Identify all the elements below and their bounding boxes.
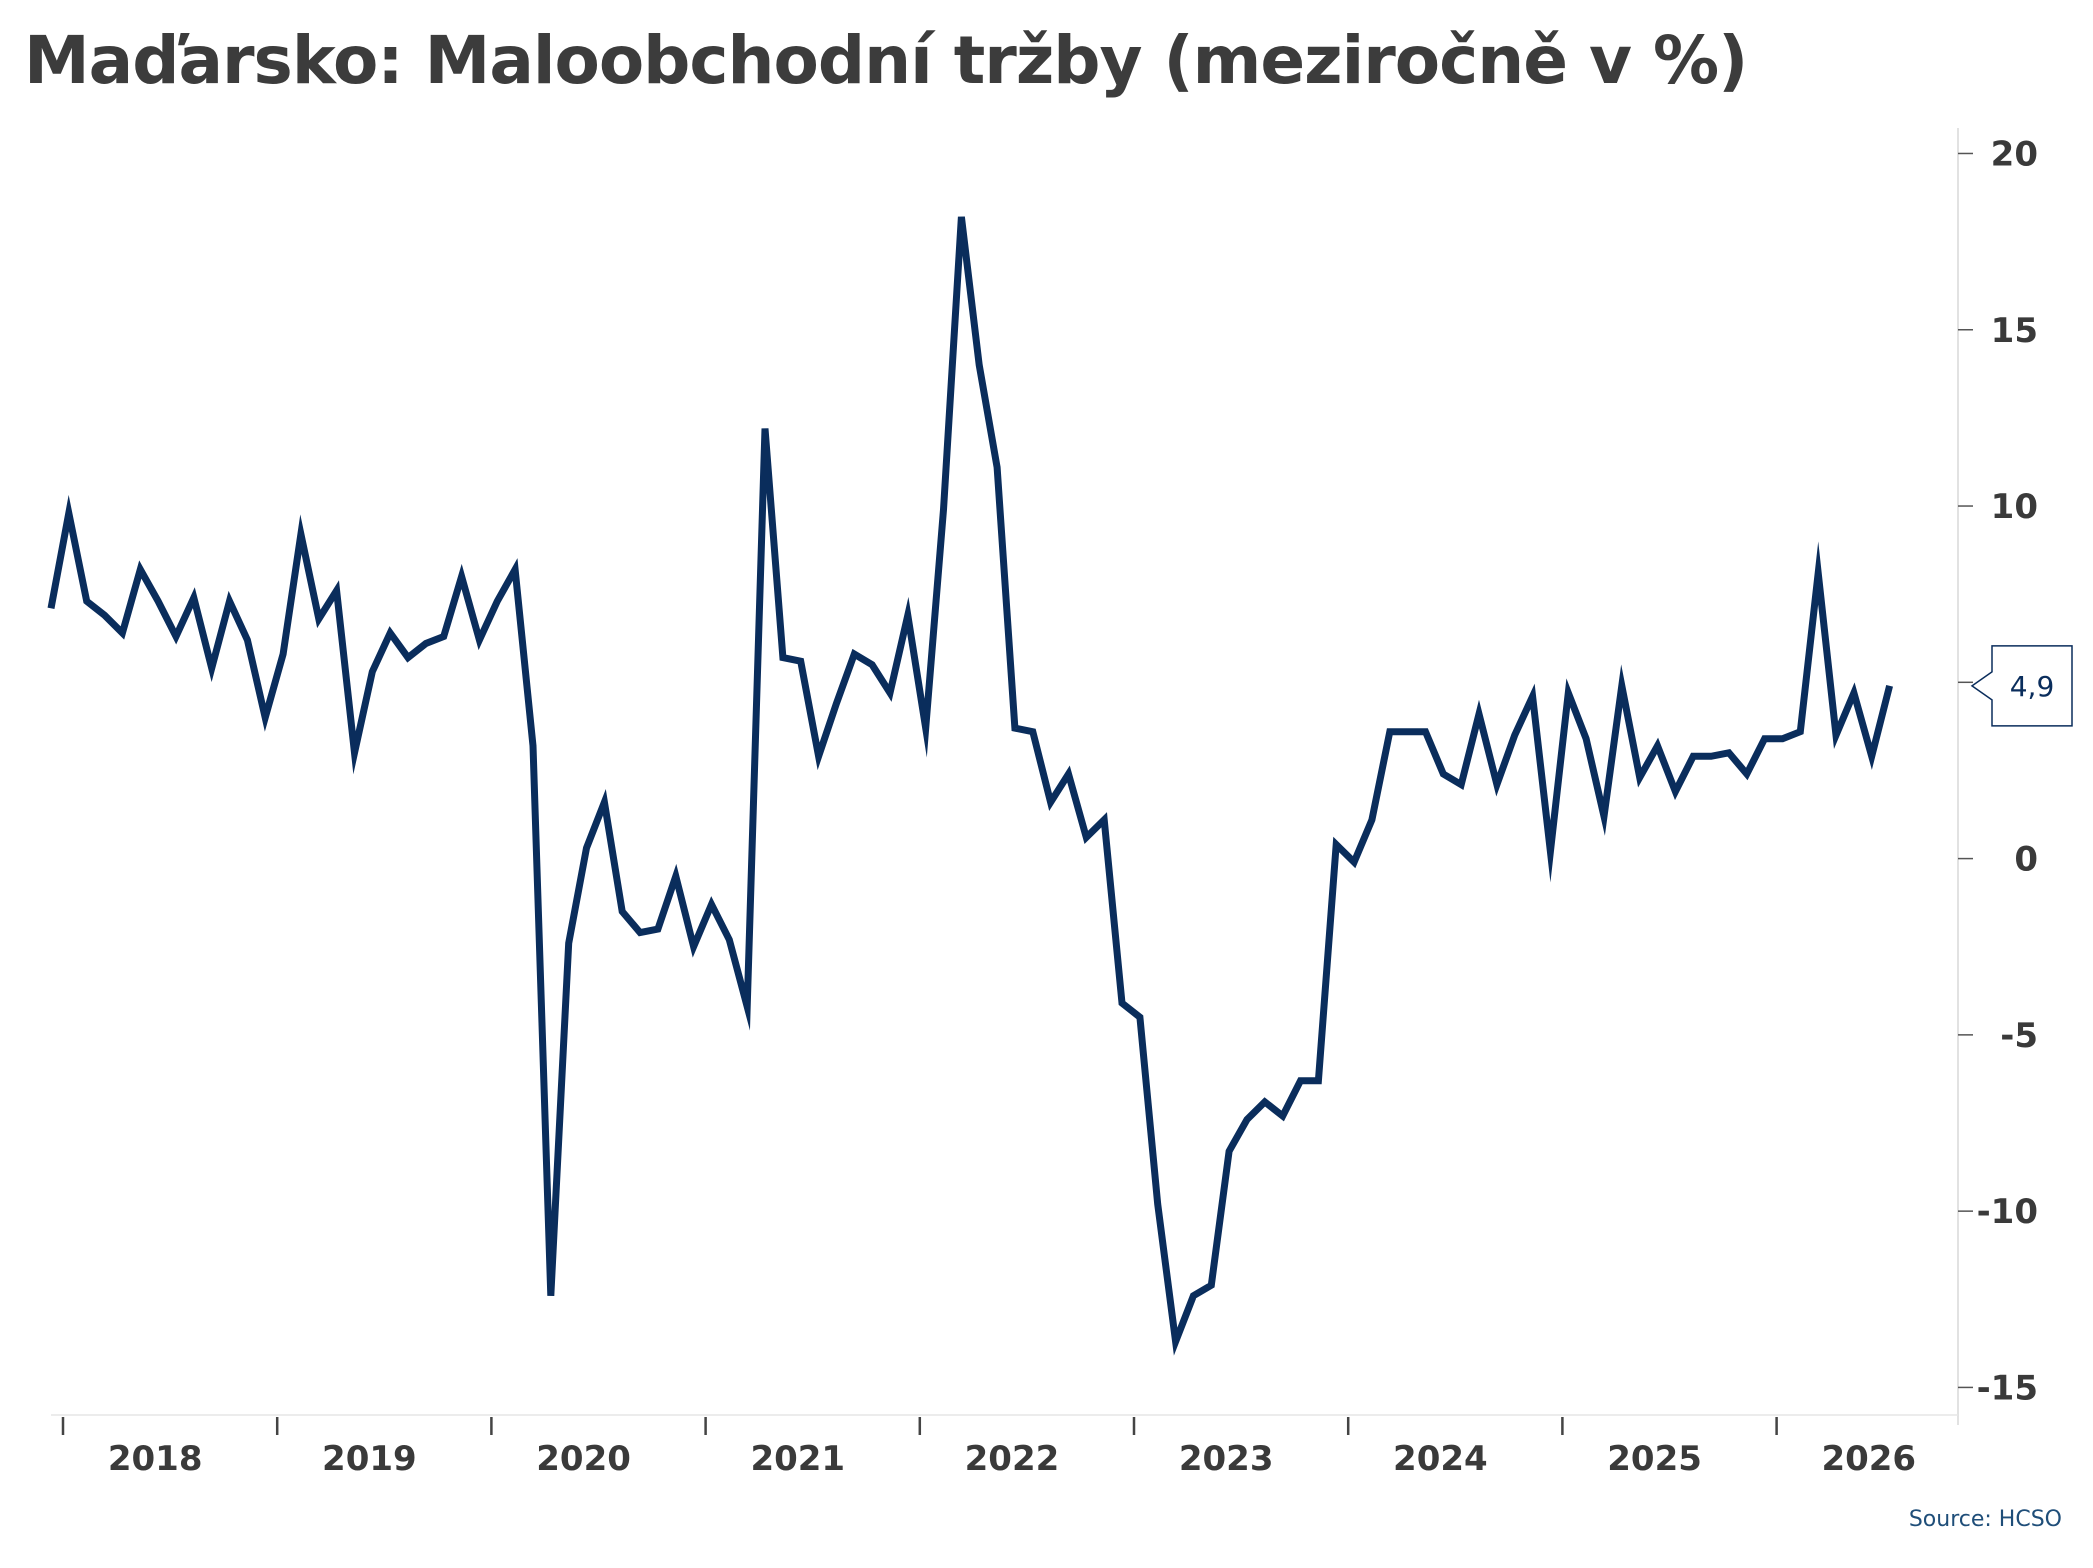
- chart-title: Maďarsko: Maloobchodní tržby (meziročně …: [24, 22, 1748, 99]
- series-line: [47, 216, 1893, 1356]
- y-axis: 20151050-5-10-15: [1957, 128, 2038, 1425]
- x-tick-label: 2026: [1821, 1439, 1916, 1479]
- x-tick-label: 2022: [965, 1439, 1060, 1479]
- x-tick-label: 2020: [536, 1439, 631, 1479]
- y-tick-label: -15: [1977, 1368, 2038, 1408]
- x-tick-label: 2018: [108, 1439, 203, 1479]
- x-axis: 2018 2019 2020 2021 2022 2023 2024 2025 2026: [51, 1414, 1958, 1479]
- y-tick-label: 0: [2014, 840, 2038, 880]
- last-value-callout: 4,9: [1970, 645, 2073, 727]
- plot-area: [47, 216, 1893, 1356]
- y-tick-label: -10: [1977, 1192, 2038, 1232]
- last-value-box: [1970, 645, 2073, 727]
- x-tick-label: 2023: [1179, 1439, 1274, 1479]
- source-label: Source: HCSO: [1909, 1507, 2062, 1532]
- y-tick-label: -5: [2000, 1016, 2038, 1056]
- x-tick-label: 2025: [1607, 1439, 1702, 1479]
- y-tick-label: 10: [1991, 487, 2038, 527]
- y-tick-label: 15: [1991, 311, 2038, 351]
- y-tick-label: 20: [1991, 134, 2038, 174]
- last-value-label: 4,9: [2010, 670, 2055, 703]
- x-tick-label: 2019: [322, 1439, 417, 1479]
- x-tick-label: 2024: [1393, 1439, 1488, 1479]
- x-tick-label: 2021: [750, 1439, 845, 1479]
